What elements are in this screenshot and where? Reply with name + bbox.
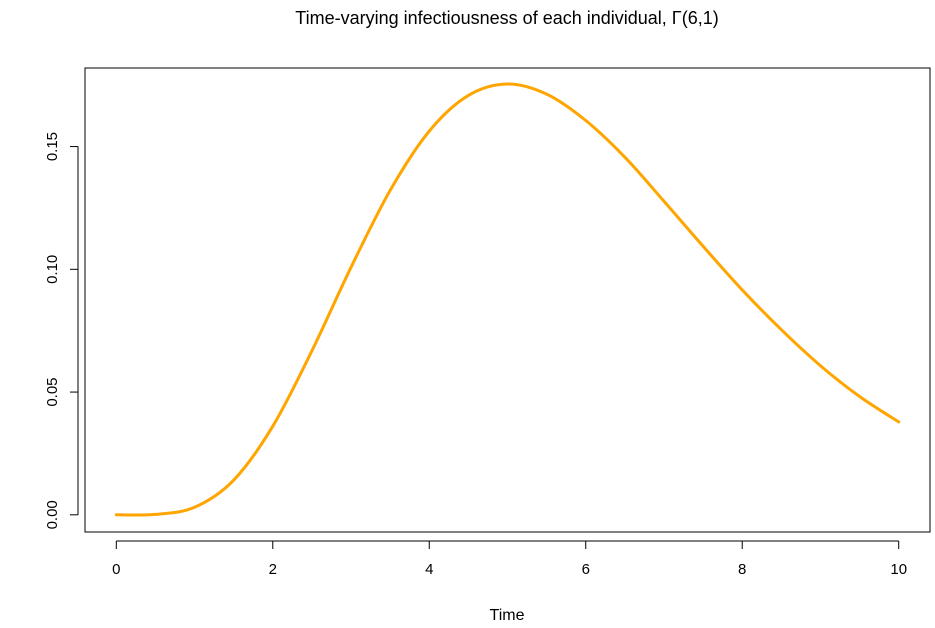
y-tick-label: 0.00 (44, 500, 61, 529)
plot-frame (84, 67, 931, 533)
series-line (114, 82, 901, 517)
y-tick-label: 0.15 (44, 132, 61, 161)
y-axis: 0.00 0.05 0.10 0.15 (44, 132, 79, 529)
y-tick-label: 0.10 (44, 255, 61, 284)
series-layer (114, 82, 901, 517)
chart-title: Time-varying infectiousness of each indi… (295, 8, 718, 28)
x-tick-label: 6 (582, 561, 590, 578)
x-tick-label: 10 (890, 561, 907, 578)
x-tick-label: 2 (269, 561, 277, 578)
x-tick-label: 4 (425, 561, 433, 578)
x-axis: 0 2 4 6 8 10 (112, 540, 907, 578)
x-tick-label: 8 (738, 561, 746, 578)
x-tick-label: 0 (112, 561, 120, 578)
x-axis-title: Time (490, 607, 525, 624)
y-tick-label: 0.05 (44, 377, 61, 406)
